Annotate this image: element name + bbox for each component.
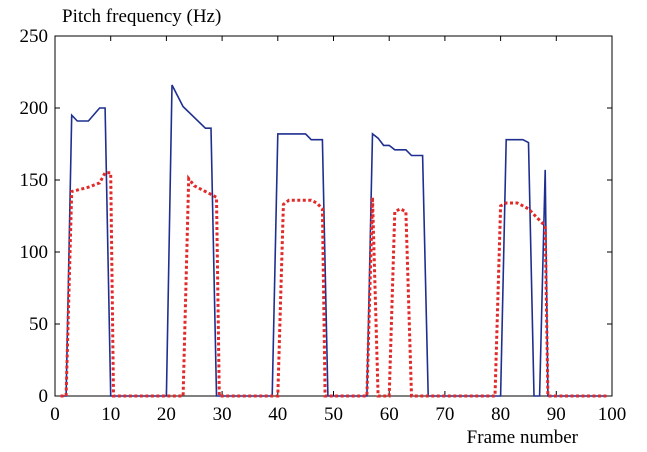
x-tick-label: 90 [547, 404, 566, 425]
x-ticks: 0 10 20 30 40 50 60 70 80 90 100 [50, 36, 626, 425]
x-tick-label: 30 [213, 404, 232, 425]
x-tick-label: 50 [324, 404, 343, 425]
x-tick-label: 70 [435, 404, 454, 425]
plot-frame [54, 35, 613, 397]
y-tick-label: 0 [39, 386, 49, 407]
y-tick-label: 150 [20, 170, 49, 191]
y-tick-label: 250 [20, 26, 49, 47]
y-axis-label: Pitch frequency (Hz) [62, 6, 221, 27]
series-line-1 [60, 84, 607, 397]
y-tick-label: 100 [20, 242, 49, 263]
y-ticks: 0 50 100 150 200 250 [20, 26, 612, 407]
x-tick-label: 0 [50, 404, 60, 425]
x-axis-label: Frame number [467, 427, 579, 448]
x-tick-label: 60 [380, 404, 399, 425]
x-tick-label: 80 [491, 404, 510, 425]
series-group [60, 84, 607, 398]
y-tick-label: 200 [20, 98, 49, 119]
x-tick-label: 20 [157, 404, 176, 425]
x-tick-label: 10 [101, 404, 120, 425]
x-tick-label: 40 [268, 404, 287, 425]
series-line-2 [60, 171, 607, 398]
x-tick-label: 100 [598, 404, 627, 425]
y-tick-label: 50 [29, 314, 48, 335]
